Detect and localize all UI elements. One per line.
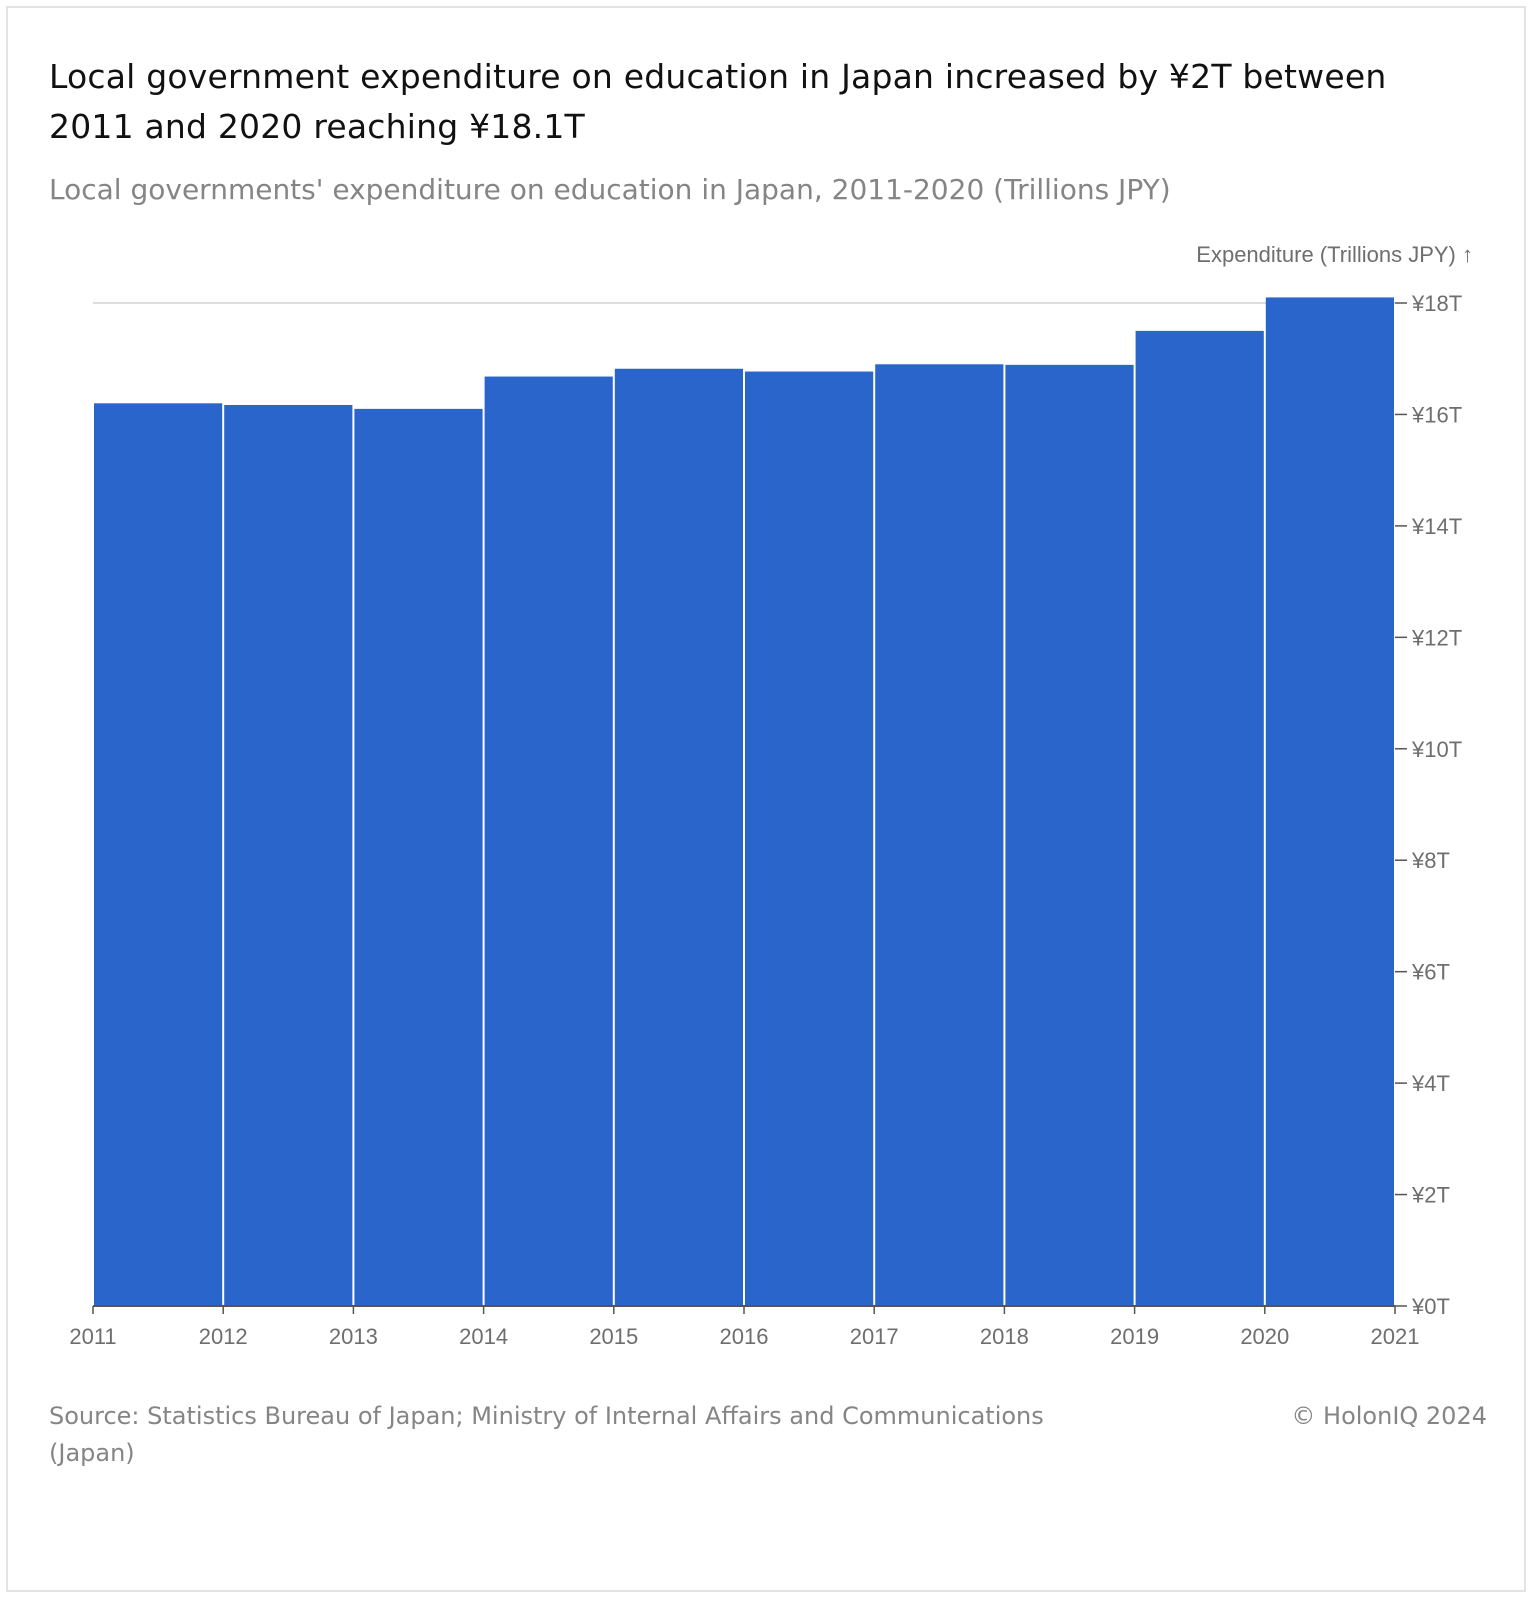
- x-axis: 2011 2012 2013 2014 2015 2016 2017 2018 2019 2020…: [69, 1305, 1420, 1349]
- x-tick-label-2011: 2011: [69, 1324, 116, 1349]
- x-tick-label-2019: 2019: [1110, 1324, 1159, 1349]
- y-tick-label-12: ¥12T: [1411, 625, 1462, 650]
- y-tick-label-2: ¥2T: [1411, 1183, 1450, 1208]
- bar-2019[interactable]: [1135, 330, 1264, 1307]
- y-tick-label-6: ¥6T: [1411, 960, 1450, 985]
- x-tick-label-2013: 2013: [329, 1324, 378, 1349]
- copyright-note: © HolonIQ 2024: [1291, 1402, 1487, 1430]
- x-tick-label-2015: 2015: [589, 1324, 638, 1349]
- x-tick-label-2014: 2014: [459, 1324, 508, 1349]
- bar-2012[interactable]: [224, 404, 353, 1306]
- x-tick-label-2012: 2012: [199, 1324, 248, 1349]
- y-tick-label-4: ¥4T: [1411, 1071, 1450, 1096]
- x-tick-label-2016: 2016: [720, 1324, 769, 1349]
- y-tick-label-16: ¥16T: [1411, 402, 1462, 427]
- source-note: Source: Statistics Bureau of Japan; Mini…: [49, 1402, 1044, 1467]
- bar-2011[interactable]: [94, 403, 223, 1306]
- y-tick-label-18: ¥18T: [1411, 291, 1462, 316]
- x-tick-label-2021: 2021: [1371, 1324, 1420, 1349]
- bar-2016[interactable]: [745, 371, 874, 1306]
- bar-2017[interactable]: [875, 364, 1004, 1306]
- y-tick-label-8: ¥8T: [1411, 848, 1450, 873]
- bar-2020[interactable]: [1265, 297, 1394, 1307]
- bars: [94, 297, 1394, 1307]
- x-tick-label-2020: 2020: [1240, 1324, 1289, 1349]
- y-tick-label-0: ¥0T: [1411, 1294, 1450, 1319]
- y-tick-label-14: ¥14T: [1411, 514, 1462, 539]
- x-tick-label-2017: 2017: [850, 1324, 899, 1349]
- bar-chart: 2011 2012 2013 2014 2015 2016 2017 2018 2019 2020…: [69, 242, 1473, 1349]
- y-axis-label: Expenditure (Trillions JPY) ↑: [1196, 242, 1473, 267]
- chart-title: Local government expenditure on educatio…: [49, 57, 1387, 146]
- y-axis: ¥0T ¥2T ¥4T ¥6T ¥8T ¥10T ¥12T ¥14T ¥16T ¥18T: [1395, 291, 1462, 1319]
- bar-2018[interactable]: [1005, 364, 1134, 1306]
- chart-subtitle: Local governments' expenditure on educat…: [49, 173, 1171, 206]
- y-tick-label-10: ¥10T: [1411, 737, 1462, 762]
- bar-2013[interactable]: [354, 408, 483, 1307]
- bar-2015[interactable]: [614, 368, 743, 1307]
- bar-2014[interactable]: [484, 376, 613, 1306]
- x-tick-label-2018: 2018: [980, 1324, 1029, 1349]
